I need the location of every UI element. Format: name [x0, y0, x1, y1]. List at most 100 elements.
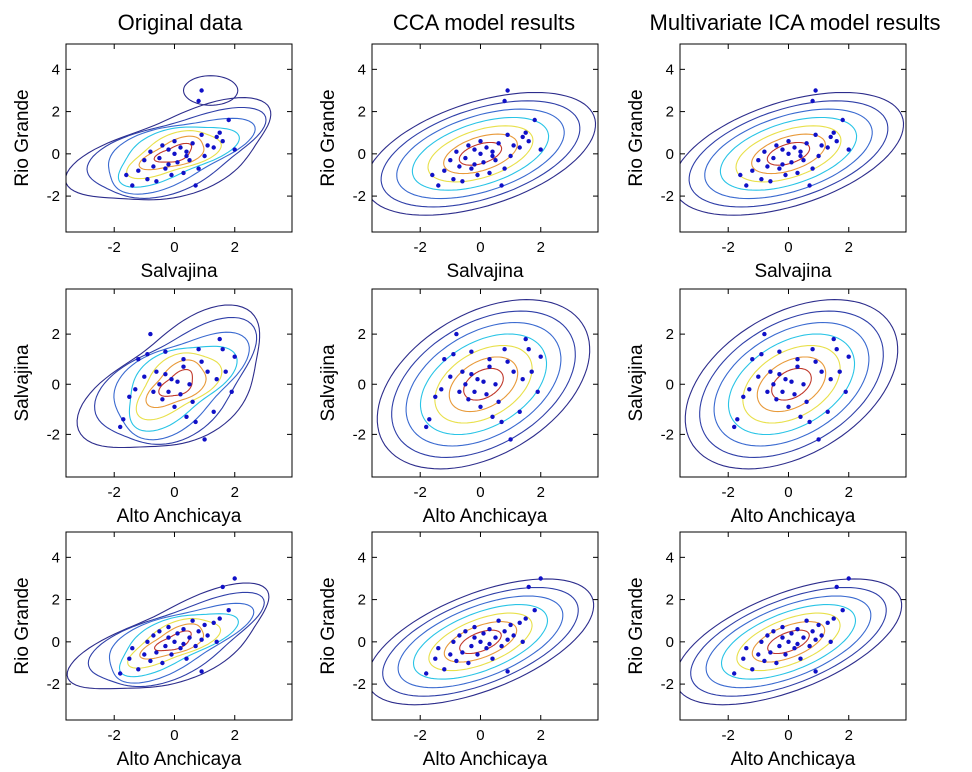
contour-level-6 [138, 135, 205, 171]
x-axis-label: Alto Anchicaya [423, 506, 548, 527]
y-tick-label: 2 [358, 592, 366, 609]
x-tick-label: 2 [537, 239, 545, 256]
data-point [211, 620, 216, 625]
data-point [457, 389, 462, 394]
data-point [765, 633, 770, 638]
data-point [169, 377, 174, 382]
contour-level-2 [688, 100, 889, 208]
data-point [490, 153, 495, 159]
x-tick-label: -2 [108, 239, 121, 256]
data-point [469, 166, 474, 171]
contour-level-2 [87, 591, 265, 688]
data-point [502, 629, 507, 634]
data-point [804, 141, 809, 146]
data-point [172, 404, 177, 409]
data-point [508, 437, 513, 442]
data-point [217, 130, 222, 135]
data-point [154, 650, 159, 655]
data-point [810, 166, 815, 171]
data-point [130, 646, 135, 651]
contour-group [66, 576, 270, 690]
data-point [202, 153, 207, 159]
data-point [834, 139, 839, 144]
data-point [825, 620, 830, 625]
data-point [166, 147, 171, 152]
data-point [774, 397, 779, 402]
x-tick-label: 2 [231, 484, 239, 501]
data-point [819, 633, 824, 638]
data-point [451, 352, 456, 357]
x-axis-label: Salvajina [446, 261, 524, 282]
data-point [130, 183, 135, 188]
data-point [184, 149, 189, 154]
contour-level-6 [443, 621, 518, 663]
x-tick-label: 2 [537, 727, 545, 744]
data-point [466, 143, 471, 148]
y-tick-label: 0 [358, 376, 366, 393]
data-point [127, 394, 132, 399]
data-point [499, 419, 504, 425]
x-tick-label: 0 [784, 484, 792, 501]
data-point [523, 130, 528, 135]
y-tick-label: 0 [358, 634, 366, 651]
data-point [798, 153, 803, 159]
data-point [511, 369, 516, 374]
data-point [433, 394, 438, 399]
data-point [172, 639, 177, 644]
data-point [166, 162, 171, 167]
x-axis-label: Alto Anchicaya [423, 749, 548, 770]
data-point [801, 382, 806, 387]
panel-2: -2 0 2 -2 0 2 4 Salvajina Rio Grande [318, 43, 599, 282]
data-point [163, 372, 168, 377]
data-point [193, 183, 198, 188]
contour-level-2 [699, 310, 884, 458]
contour-group [376, 299, 591, 470]
data-point [145, 352, 150, 357]
axes-frame [371, 288, 599, 478]
data-point [142, 158, 147, 163]
data-point [744, 183, 749, 188]
y-tick-label: -2 [661, 426, 674, 443]
data-point [505, 88, 510, 93]
data-point [499, 643, 504, 649]
x-tick-label: 0 [476, 727, 484, 744]
data-point [511, 143, 516, 148]
data-point [496, 618, 501, 623]
data-point [741, 656, 746, 661]
data-point [181, 641, 186, 647]
data-point [187, 158, 192, 163]
data-point [810, 629, 815, 634]
contour-level-2 [380, 100, 581, 208]
data-point [831, 336, 836, 342]
data-point [472, 147, 477, 152]
data-point [843, 389, 848, 394]
y-tick-label: -2 [353, 676, 366, 693]
x-tick-label: 2 [845, 484, 853, 501]
contour-level-7 [158, 368, 193, 397]
contour-level-6 [443, 133, 518, 175]
data-point [777, 166, 782, 171]
data-point [184, 153, 189, 159]
contour-level-4 [411, 116, 550, 191]
column-title-1: Original data [118, 10, 244, 35]
data-point [502, 98, 507, 104]
data-point [223, 369, 228, 374]
contour-level-5 [742, 344, 841, 424]
x-tick-label: 0 [170, 239, 178, 256]
x-tick-label: 2 [845, 239, 853, 256]
panel-7: -2 0 2 -2 0 2 4 Alto Anchicaya Rio Grande [12, 531, 293, 770]
contour-level-1 [372, 578, 595, 706]
data-point [484, 145, 489, 150]
data-point [505, 359, 510, 364]
x-tick-label: -2 [108, 727, 121, 744]
contour-level-4 [128, 345, 238, 432]
data-point [783, 172, 788, 178]
data-point [442, 357, 447, 362]
data-point [532, 117, 537, 123]
data-point [786, 639, 791, 644]
data-point [780, 389, 785, 394]
data-point [454, 658, 459, 664]
y-tick-label: -2 [661, 676, 674, 693]
contour-level-4 [719, 116, 858, 191]
